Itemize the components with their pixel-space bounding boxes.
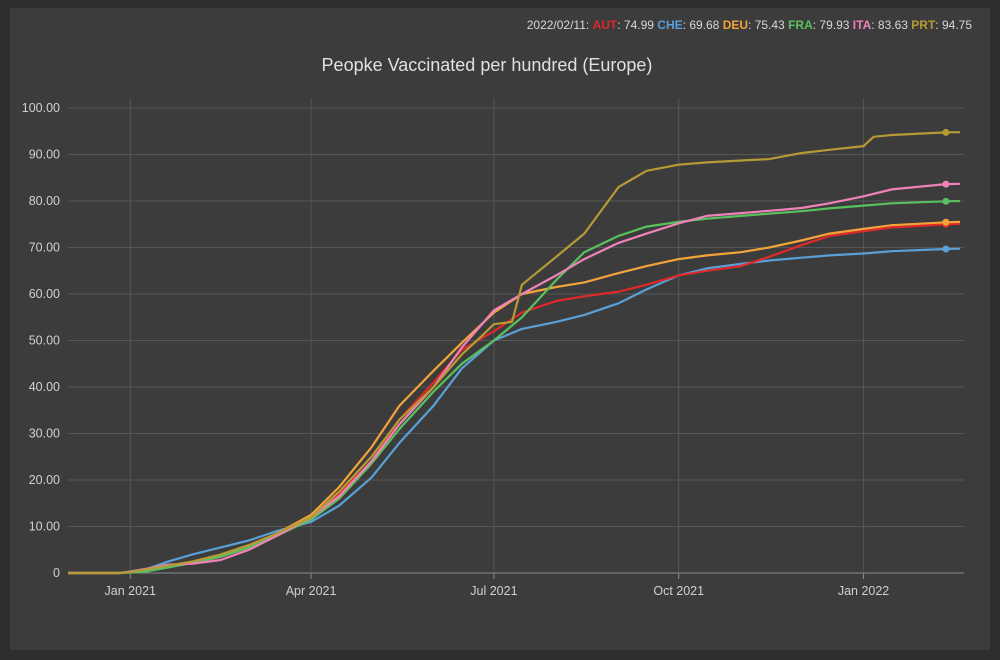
x-tick-label: Jan 2021 xyxy=(105,584,156,598)
series-line-deu xyxy=(68,220,961,575)
legend-code: CHE xyxy=(657,18,683,32)
series-lines xyxy=(68,131,961,575)
series-line-aut xyxy=(68,222,961,575)
y-tick-label: 90.00 xyxy=(29,148,60,162)
y-tick-label: 100.00 xyxy=(22,101,60,115)
legend-item: DEU: 75.43 xyxy=(722,18,785,32)
series-marker-che xyxy=(942,245,950,253)
legend-code: AUT xyxy=(592,18,618,32)
series-marker-ita xyxy=(942,180,950,188)
legend-code: DEU xyxy=(722,18,749,32)
y-tick-label: 80.00 xyxy=(29,194,60,208)
grid xyxy=(68,98,964,574)
series-line-prt xyxy=(68,131,961,575)
legend-item: CHE: 69.68 xyxy=(657,18,720,32)
chart-title: Peopke Vaccinated per hundred (Europe) xyxy=(322,55,653,75)
legend-item: FRA: 79.93 xyxy=(788,18,850,32)
series-markers xyxy=(942,128,950,253)
y-tick-label: 50.00 xyxy=(29,334,60,348)
legend-value: 94.75 xyxy=(941,18,972,32)
x-tick-label: Jul 2021 xyxy=(470,584,517,598)
series-line-ita xyxy=(68,182,961,575)
line-chart: Peopke Vaccinated per hundred (Europe) 0… xyxy=(22,55,964,598)
x-axis: Jan 2021 Apr 2021 Jul 2021 Oct 2021 Jan 2022 xyxy=(105,573,889,598)
y-tick-label: 10.00 xyxy=(29,520,60,534)
y-axis: 0 10.00 20.00 30.00 40.00 50.00 60.00 70.00 80.0… xyxy=(22,101,60,580)
x-tick-label: Oct 2021 xyxy=(653,584,704,598)
legend-item: ITA: 83.63 xyxy=(852,18,908,32)
x-tick-label: Apr 2021 xyxy=(286,584,337,598)
legend-date: 2022/02/11: xyxy=(526,18,590,32)
legend-value: 83.63 xyxy=(877,18,908,32)
legend-value: 79.93 xyxy=(819,18,850,32)
legend-item: AUT: 74.99 xyxy=(592,18,654,32)
legend-value: 75.43 xyxy=(754,18,785,32)
series-marker-deu xyxy=(942,218,950,226)
legend-code: PRT xyxy=(911,18,936,32)
legend-code: ITA xyxy=(852,18,872,32)
series-marker-fra xyxy=(942,197,950,205)
series-line-che xyxy=(68,247,961,575)
series-marker-prt xyxy=(942,128,950,136)
x-tick-label: Jan 2022 xyxy=(838,584,889,598)
legend-item: PRT: 94.75 xyxy=(911,18,972,32)
y-tick-label: 30.00 xyxy=(29,427,60,441)
legend-value: 74.99 xyxy=(623,18,654,32)
chart-frame: 2022/02/11: AUT: 74.99 CHE: 69.68 DEU: 7… xyxy=(10,8,990,650)
y-tick-label: 60.00 xyxy=(29,287,60,301)
y-tick-label: 20.00 xyxy=(29,473,60,487)
y-tick-label: 40.00 xyxy=(29,380,60,394)
y-tick-label: 0 xyxy=(53,566,60,580)
y-tick-label: 70.00 xyxy=(29,241,60,255)
legend-value: 69.68 xyxy=(689,18,720,32)
legend-code: FRA xyxy=(788,18,813,32)
chart-legend: 2022/02/11: AUT: 74.99 CHE: 69.68 DEU: 7… xyxy=(527,18,972,32)
